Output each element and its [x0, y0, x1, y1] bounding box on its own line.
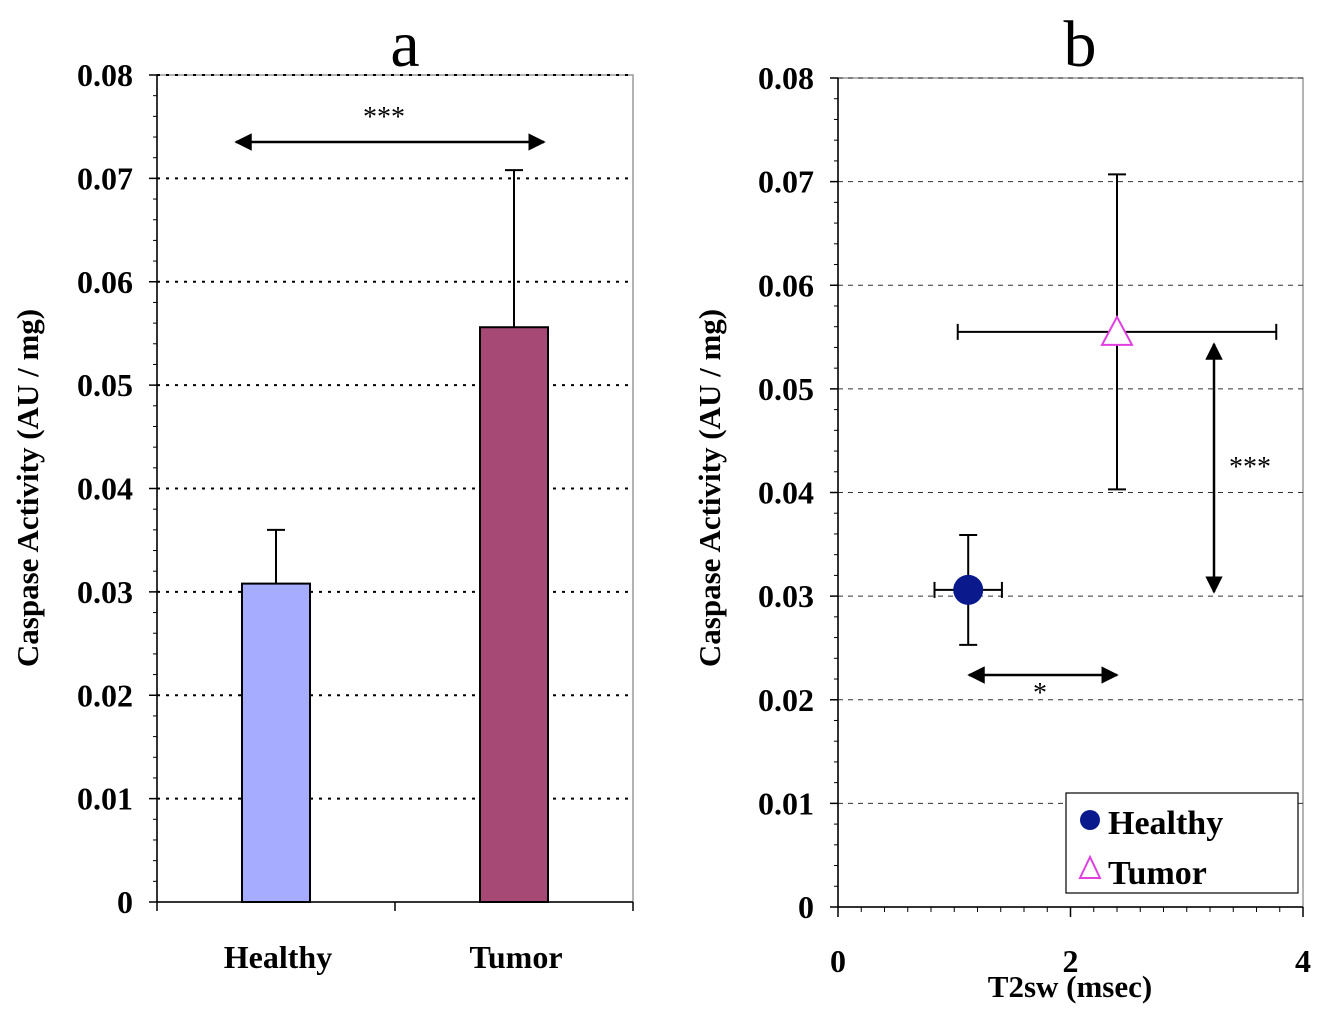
chart-a-y-tick-labels: 0 0.01 0.02 0.03 0.04 0.05 0.06 0.07 0.08 [77, 57, 133, 920]
chart-b-y-tick-label: 0.01 [758, 785, 814, 821]
chart-b-x-axis-label: T2sw (msec) [988, 969, 1152, 1004]
chart-b-x-tick-label: 0 [830, 943, 846, 979]
chart-a-bars [241, 169, 549, 903]
chart-b-legend-box [1065, 792, 1299, 894]
chart-a-y-tick-label: 0.02 [77, 677, 133, 713]
chart-a-panel-label: a [390, 8, 419, 81]
chart-b-x-tick-labels: 0 2 4 [830, 943, 1311, 979]
chart-b-axes [830, 77, 1304, 917]
chart-b-points [933, 173, 1278, 646]
chart-a-y-axis-label: Caspase Activity (AU / mg) [10, 309, 45, 667]
chart-b-y-tick-label: 0.04 [758, 475, 814, 511]
chart-a-axes [149, 74, 634, 911]
chart-a-y-tick-label: 0.05 [77, 367, 133, 403]
chart-b-significance-label-vertical: *** [1229, 452, 1271, 483]
chart-b-y-axis-label: Caspase Activity (AU / mg) [692, 309, 727, 667]
chart-b-y-tick-label: 0.08 [758, 60, 814, 96]
chart-a-y-tick-label: 0.06 [77, 264, 133, 300]
chart-a: 0 0.01 0.02 0.03 0.04 0.05 0.06 0.07 0.08 Health… [10, 8, 634, 975]
chart-a-y-tick-label: 0.01 [77, 781, 133, 817]
chart-a-y-tick-label: 0.07 [77, 160, 133, 196]
chart-b-panel-label: b [1064, 8, 1097, 81]
legend-healthy-label: Healthy [1108, 805, 1223, 842]
chart-a-y-tick-label: 0.04 [77, 471, 133, 507]
chart-b-y-tick-label: 0.02 [758, 682, 814, 718]
chart-a-y-tick-label: 0.08 [77, 57, 133, 93]
chart-b-y-tick-label: 0 [798, 889, 814, 925]
point-tumor [1100, 314, 1134, 346]
chart-a-x-tick-label: Healthy [224, 939, 332, 975]
chart-a-x-tick-label: Tumor [469, 939, 562, 975]
chart-a-y-tick-label: 0 [117, 884, 133, 920]
chart-a-gridlines [157, 74, 633, 800]
chart-b-x-tick-label: 2 [1063, 943, 1079, 979]
chart-a-significance-label: *** [363, 102, 405, 133]
chart-b-y-tick-label: 0.05 [758, 371, 814, 407]
legend-healthy-marker [1080, 810, 1100, 830]
legend-tumor-label: Tumor [1108, 855, 1207, 892]
bar-tumor [479, 326, 549, 903]
chart-b-x-tick-label: 4 [1295, 943, 1311, 979]
chart-a-x-tick-labels: Healthy Tumor [224, 939, 563, 975]
legend-tumor-marker [1078, 854, 1102, 879]
chart-b-significance-label-horizontal: * [1033, 678, 1047, 709]
point-healthy [953, 574, 984, 605]
chart-b-y-tick-label: 0.03 [758, 578, 814, 614]
chart-b-legend: Healthy Tumor [1065, 792, 1299, 894]
chart-b-y-tick-labels: 0 0.01 0.02 0.03 0.04 0.05 0.06 0.07 0.08 [758, 60, 814, 925]
bar-healthy [241, 582, 311, 903]
chart-b-y-tick-label: 0.06 [758, 267, 814, 303]
chart-a-plot-area [156, 74, 634, 903]
chart-a-y-tick-label: 0.03 [77, 574, 133, 610]
chart-b-y-tick-label: 0.07 [758, 164, 814, 200]
